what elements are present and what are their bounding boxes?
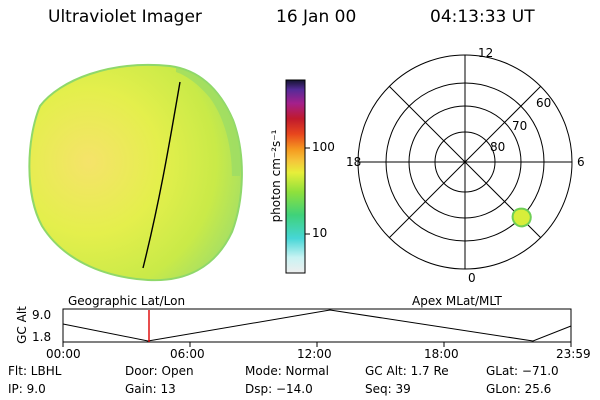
mlt-label-18: 18 <box>346 155 362 169</box>
time-label: 04:13:33 UT <box>430 7 535 27</box>
info-dsp: Dsp: −14.0 <box>245 382 313 396</box>
mlt-label-0: 0 <box>468 271 476 285</box>
y-label-9: 9.0 <box>32 308 52 322</box>
x-label-1800: 18:00 <box>424 347 459 361</box>
info-gain: Gain: 13 <box>125 382 176 396</box>
gc-alt-axis-label: GC Alt <box>14 306 29 344</box>
colorbar-tick-10: 10 <box>312 226 328 240</box>
aurora-spot <box>511 207 532 228</box>
info-mode: Mode: Normal <box>245 364 329 378</box>
geographic-title: Geographic Lat/Lon <box>68 294 186 308</box>
lat-label-80: 80 <box>490 140 506 154</box>
terminator-line <box>142 81 181 269</box>
color-bar <box>285 79 306 274</box>
info-gcalt: GC Alt: 1.7 Re <box>365 364 449 378</box>
x-label-0000: 00:00 <box>46 347 81 361</box>
instrument-title: Ultraviolet Imager <box>48 7 202 27</box>
x-label-0600: 06:00 <box>170 347 205 361</box>
info-seq: Seq: 39 <box>365 382 411 396</box>
apex-title: Apex MLat/MLT <box>412 294 502 308</box>
earth-disk-image <box>28 64 243 282</box>
x-label-1200: 12:00 <box>297 347 332 361</box>
timeline-panel <box>62 308 572 347</box>
info-door: Door: Open <box>125 364 194 378</box>
colorbar-tick-100: 100 <box>312 140 335 154</box>
info-ip: IP: 9.0 <box>8 382 46 396</box>
lat-label-60: 60 <box>536 96 552 110</box>
info-flt: Flt: LBHL <box>8 364 62 378</box>
info-glon: GLon: 25.6 <box>486 382 552 396</box>
date-label: 16 Jan 00 <box>276 7 357 27</box>
colorbar-unit-label: photon cm⁻²s⁻¹ <box>269 129 283 223</box>
x-label-2359: 23:59 <box>556 347 591 361</box>
info-glat: GLat: −71.0 <box>486 364 559 378</box>
lat-label-70: 70 <box>512 119 528 133</box>
polar-plot <box>357 54 573 270</box>
y-label-1-8: 1.8 <box>32 330 52 344</box>
mlt-label-6: 6 <box>577 155 585 169</box>
mlt-label-12: 12 <box>478 46 494 60</box>
